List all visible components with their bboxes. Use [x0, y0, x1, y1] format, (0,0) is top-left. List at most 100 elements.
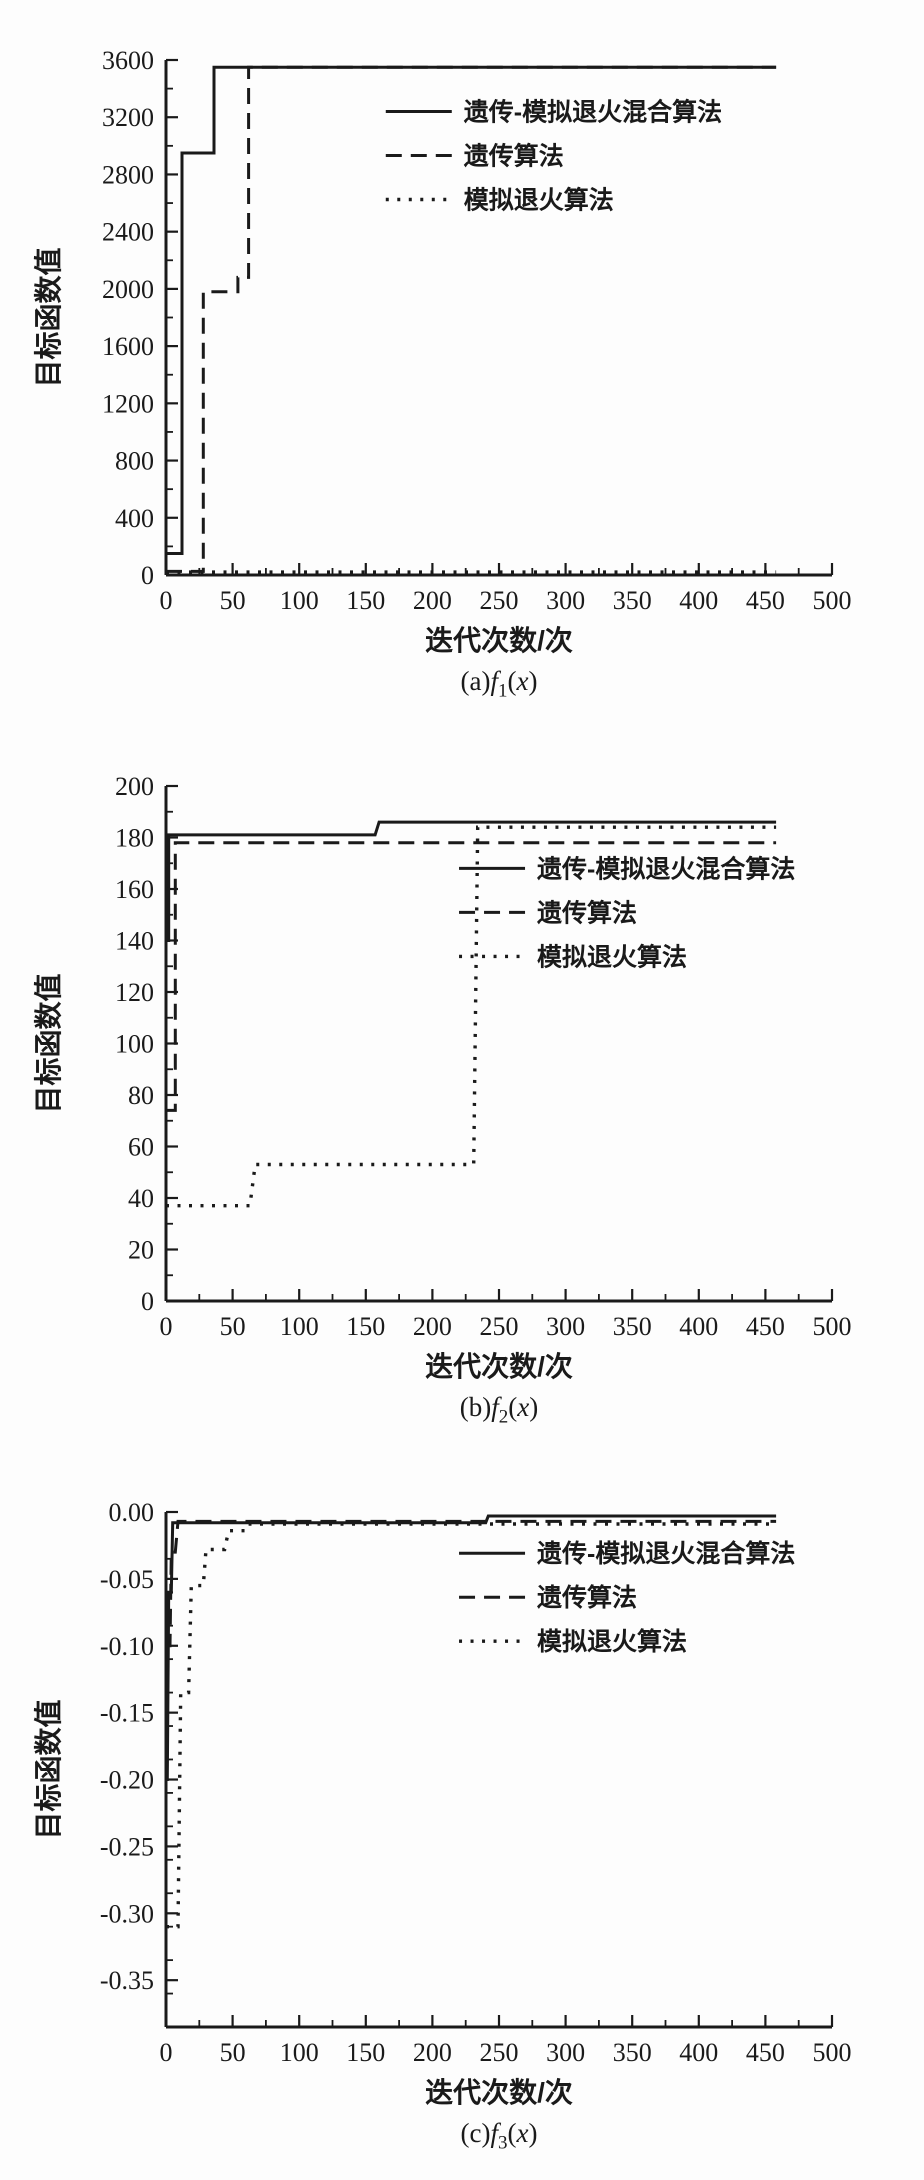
svg-text:迭代次数/次: 迭代次数/次 — [425, 625, 573, 656]
svg-text:遗传-模拟退火混合算法: 遗传-模拟退火混合算法 — [536, 854, 795, 883]
svg-text:0.00: 0.00 — [109, 1498, 155, 1527]
svg-text:150: 150 — [346, 586, 385, 615]
caption-open: ( — [507, 666, 517, 696]
svg-text:400: 400 — [679, 1312, 718, 1341]
svg-text:500: 500 — [813, 586, 852, 615]
svg-text:0: 0 — [160, 1312, 173, 1341]
svg-text:300: 300 — [546, 2038, 585, 2067]
caption-fname: f — [490, 2118, 498, 2148]
caption-sub: 3 — [498, 2132, 508, 2154]
svg-text:100: 100 — [280, 2038, 319, 2067]
svg-text:0: 0 — [160, 586, 173, 615]
svg-text:100: 100 — [280, 586, 319, 615]
svg-text:40: 40 — [128, 1184, 154, 1213]
caption-open: ( — [507, 2118, 517, 2148]
chart-a-caption: (a)f1(x) — [37, 666, 924, 702]
svg-text:100: 100 — [280, 1312, 319, 1341]
chart-c-canvas: 0 50 100 150 200 250 300 350 400 450 500 0.00 -0.05 -… — [33, 1498, 852, 2108]
svg-text:140: 140 — [115, 927, 154, 956]
svg-text:1600: 1600 — [102, 332, 154, 361]
chart-b: 0 50 100 150 200 250 300 350 400 450 500 0 20 40 60 80 1… — [0, 726, 924, 1452]
svg-text:模拟退火算法: 模拟退火算法 — [537, 942, 687, 971]
svg-text:180: 180 — [115, 824, 154, 853]
svg-text:450: 450 — [746, 1312, 785, 1341]
svg-text:-0.20: -0.20 — [100, 1766, 154, 1795]
svg-text:500: 500 — [813, 2038, 852, 2067]
caption-open: ( — [508, 1392, 518, 1422]
svg-text:-0.30: -0.30 — [100, 1899, 154, 1928]
svg-text:2800: 2800 — [102, 160, 154, 189]
svg-text:3600: 3600 — [102, 46, 154, 75]
svg-text:200: 200 — [413, 586, 452, 615]
svg-text:-0.35: -0.35 — [100, 1966, 154, 1995]
svg-text:400: 400 — [679, 2038, 718, 2067]
svg-text:120: 120 — [115, 978, 154, 1007]
chart-c-caption: (c)f3(x) — [37, 2118, 924, 2154]
svg-text:1200: 1200 — [102, 389, 154, 418]
svg-text:350: 350 — [613, 1312, 652, 1341]
svg-text:250: 250 — [480, 1312, 519, 1341]
svg-text:3200: 3200 — [102, 103, 154, 132]
svg-text:450: 450 — [746, 2038, 785, 2067]
svg-text:-0.10: -0.10 — [100, 1632, 154, 1661]
svg-text:50: 50 — [220, 586, 246, 615]
caption-index: (a) — [460, 666, 491, 696]
svg-text:250: 250 — [480, 2038, 519, 2067]
svg-text:-0.25: -0.25 — [100, 1832, 154, 1861]
svg-text:遗传-模拟退火混合算法: 遗传-模拟退火混合算法 — [536, 1539, 795, 1568]
svg-text:50: 50 — [220, 1312, 246, 1341]
svg-text:-0.15: -0.15 — [100, 1699, 154, 1728]
svg-text:500: 500 — [813, 1312, 852, 1341]
svg-text:目标函数值: 目标函数值 — [33, 1699, 64, 1839]
svg-text:-0.05: -0.05 — [100, 1565, 154, 1594]
svg-text:20: 20 — [128, 1236, 154, 1265]
svg-text:200: 200 — [115, 772, 154, 801]
caption-var: x — [516, 2118, 529, 2148]
svg-text:遗传算法: 遗传算法 — [536, 898, 637, 927]
svg-text:200: 200 — [413, 2038, 452, 2067]
svg-text:0: 0 — [141, 561, 154, 590]
svg-text:50: 50 — [220, 2038, 246, 2067]
svg-text:300: 300 — [546, 586, 585, 615]
svg-text:400: 400 — [679, 586, 718, 615]
caption-close: ) — [528, 2118, 538, 2148]
svg-text:150: 150 — [346, 2038, 385, 2067]
svg-text:300: 300 — [546, 1312, 585, 1341]
svg-text:400: 400 — [115, 504, 154, 533]
chart-a-canvas: 0 50 100 150 200 250 300 350 400 450 500 0 400 800 120… — [33, 46, 852, 656]
svg-text:200: 200 — [413, 1312, 452, 1341]
svg-text:模拟退火算法: 模拟退火算法 — [537, 1627, 687, 1656]
svg-text:350: 350 — [613, 586, 652, 615]
svg-text:0: 0 — [160, 2038, 173, 2067]
svg-text:遗传算法: 遗传算法 — [463, 142, 564, 171]
svg-text:目标函数值: 目标函数值 — [33, 247, 64, 387]
svg-text:遗传算法: 遗传算法 — [536, 1583, 637, 1612]
caption-var: x — [516, 666, 529, 696]
chart-c: 0 50 100 150 200 250 300 350 400 450 500 0.00 -0.05 -… — [0, 1452, 924, 2178]
caption-close: ) — [528, 666, 538, 696]
caption-sub: 2 — [498, 1406, 509, 1428]
svg-text:350: 350 — [613, 2038, 652, 2067]
caption-close: ) — [529, 1392, 539, 1422]
svg-text:模拟退火算法: 模拟退火算法 — [464, 186, 614, 215]
svg-text:150: 150 — [346, 1312, 385, 1341]
svg-text:800: 800 — [115, 447, 154, 476]
svg-text:迭代次数/次: 迭代次数/次 — [425, 2077, 573, 2108]
caption-fname: f — [490, 666, 498, 696]
svg-text:60: 60 — [128, 1133, 154, 1162]
chart-a: 0 50 100 150 200 250 300 350 400 450 500 0 400 800 120… — [0, 0, 924, 726]
chart-b-canvas: 0 50 100 150 200 250 300 350 400 450 500 0 20 40 60 80 1… — [33, 772, 852, 1382]
caption-sub: 1 — [498, 680, 508, 702]
svg-text:2400: 2400 — [102, 218, 154, 247]
svg-text:80: 80 — [128, 1081, 154, 1110]
svg-text:160: 160 — [115, 875, 154, 904]
svg-text:250: 250 — [480, 586, 519, 615]
caption-var: x — [517, 1392, 530, 1422]
svg-text:迭代次数/次: 迭代次数/次 — [425, 1351, 573, 1382]
svg-text:遗传-模拟退火混合算法: 遗传-模拟退火混合算法 — [463, 98, 722, 127]
svg-text:2000: 2000 — [102, 275, 154, 304]
caption-index: (b) — [459, 1392, 492, 1422]
chart-b-caption: (b)f2(x) — [37, 1392, 924, 1428]
caption-index: (c) — [460, 2118, 491, 2148]
